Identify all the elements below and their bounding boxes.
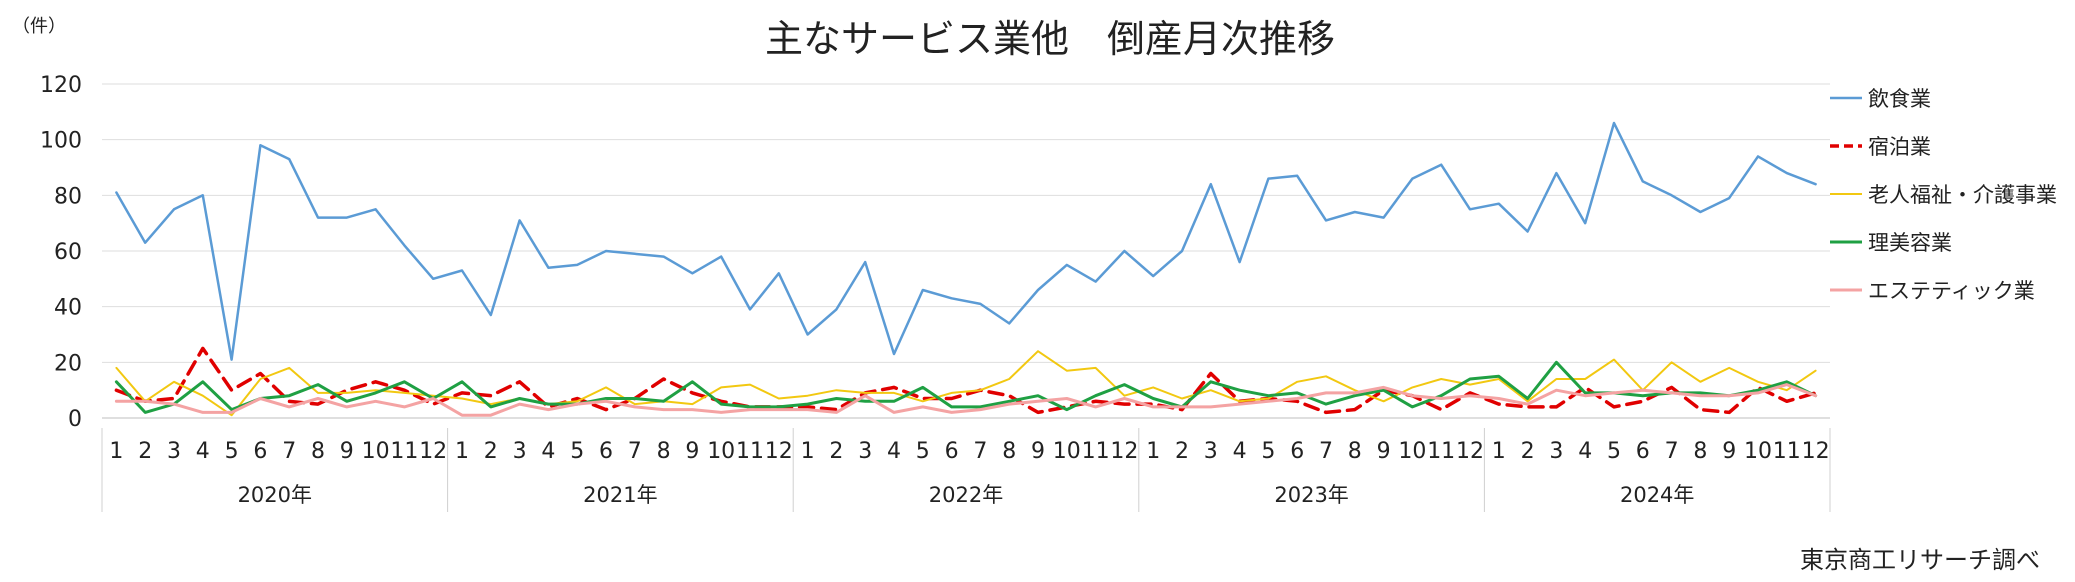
x-tick-label: 3: [1204, 439, 1218, 464]
x-tick-label: 8: [311, 439, 325, 464]
y-tick-label: 100: [40, 129, 82, 154]
x-tick-label: 11: [390, 439, 418, 464]
x-tick-label: 5: [916, 439, 930, 464]
x-tick-label: 7: [1319, 439, 1333, 464]
series-line: [114, 346, 1818, 415]
legend-label: 飲食業: [1868, 87, 1931, 111]
x-tick-label: 12: [1802, 439, 1830, 464]
y-tick-label: 80: [54, 184, 82, 209]
series-line: [114, 360, 1818, 414]
y-unit-label: （件）: [12, 16, 66, 37]
x-tick-label: 11: [736, 439, 764, 464]
x-tick-label: 12: [1110, 439, 1138, 464]
grid-lines: [102, 83, 1830, 419]
x-tick-label: 1: [801, 439, 815, 464]
x-tick-label: 4: [1578, 439, 1592, 464]
x-tick-label: 5: [1261, 439, 1275, 464]
x-tick-label: 9: [1377, 439, 1391, 464]
x-tick-label: 10: [362, 439, 390, 464]
chart-title: 主なサービス業他 倒産月次推移: [765, 17, 1335, 61]
x-tick-label: 11: [1082, 439, 1110, 464]
x-tick-label: 7: [282, 439, 296, 464]
x-tick-label: 3: [1549, 439, 1563, 464]
x-tick-label: 2: [138, 439, 152, 464]
y-tick-label: 0: [68, 407, 82, 432]
x-tick-label: 2: [1521, 439, 1535, 464]
x-tick-label: 6: [253, 439, 267, 464]
x-tick-label: 7: [628, 439, 642, 464]
x-tick-label: 12: [765, 439, 793, 464]
x-tick-label: 2: [1175, 439, 1189, 464]
x-tick-label: 8: [1348, 439, 1362, 464]
year-label: 2020年: [238, 483, 312, 507]
x-tick-label: 10: [1398, 439, 1426, 464]
x-tick-label: 11: [1773, 439, 1801, 464]
x-tick-label: 8: [1002, 439, 1016, 464]
series-line: [114, 383, 1818, 417]
x-tick-label: 10: [1053, 439, 1081, 464]
legend-label: 老人福祉・介護事業: [1868, 183, 2057, 207]
x-tick-label: 10: [1744, 439, 1772, 464]
x-tick-label: 4: [196, 439, 210, 464]
x-tick-label: 1: [1146, 439, 1160, 464]
x-tick-label: 12: [419, 439, 447, 464]
x-tick-label: 7: [1665, 439, 1679, 464]
year-label: 2021年: [583, 483, 657, 507]
x-tick-label: 11: [1427, 439, 1455, 464]
x-tick-label: 2: [484, 439, 498, 464]
series-line: [115, 350, 1817, 417]
x-axis: 1 2 3 4 5 6 7 8 9 10 11 12 1 2 3 4 5 6 7 8 9 10 11 12 1 2 3 4 5 6 7 8 9 1…: [101, 428, 1831, 512]
legend-label: エステティック業: [1868, 279, 2035, 303]
plot-series: [114, 121, 1818, 417]
year-label: 2024年: [1620, 483, 1694, 507]
x-tick-label: 9: [685, 439, 699, 464]
legend-label: 宿泊業: [1868, 135, 1931, 159]
legend-label: 理美容業: [1868, 231, 1952, 255]
year-label: 2023年: [1274, 483, 1348, 507]
y-tick-label: 20: [54, 351, 82, 376]
x-tick-label: 6: [1290, 439, 1304, 464]
y-tick-label: 60: [54, 240, 82, 265]
x-tick-label: 7: [973, 439, 987, 464]
x-tick-label: 1: [1492, 439, 1506, 464]
x-tick-label: 9: [1722, 439, 1736, 464]
x-tick-label: 4: [887, 439, 901, 464]
x-tick-label: 6: [1636, 439, 1650, 464]
x-tick-label: 3: [513, 439, 527, 464]
x-tick-label: 5: [1607, 439, 1621, 464]
x-tick-label: 10: [707, 439, 735, 464]
x-tick-label: 3: [858, 439, 872, 464]
y-tick-label: 40: [54, 296, 82, 321]
x-tick-label: 8: [1693, 439, 1707, 464]
x-tick-label: 6: [945, 439, 959, 464]
series-line: [115, 121, 1817, 361]
x-tick-label: 9: [1031, 439, 1045, 464]
y-axis: 0 20 40 60 80 100 120: [40, 73, 82, 432]
x-tick-label: 1: [109, 439, 123, 464]
x-tick-label: 4: [1233, 439, 1247, 464]
source-note: 東京商工リサーチ調べ: [1800, 546, 2040, 574]
year-label: 2022年: [929, 483, 1003, 507]
x-tick-label: 9: [340, 439, 354, 464]
x-tick-label: 5: [570, 439, 584, 464]
y-tick-label: 120: [40, 73, 82, 98]
x-tick-label: 4: [541, 439, 555, 464]
x-tick-label: 3: [167, 439, 181, 464]
x-tick-label: 5: [225, 439, 239, 464]
x-tick-label: 12: [1456, 439, 1484, 464]
x-tick-label: 6: [599, 439, 613, 464]
x-tick-label: 8: [657, 439, 671, 464]
x-tick-label: 2: [829, 439, 843, 464]
x-tick-label: 1: [455, 439, 469, 464]
